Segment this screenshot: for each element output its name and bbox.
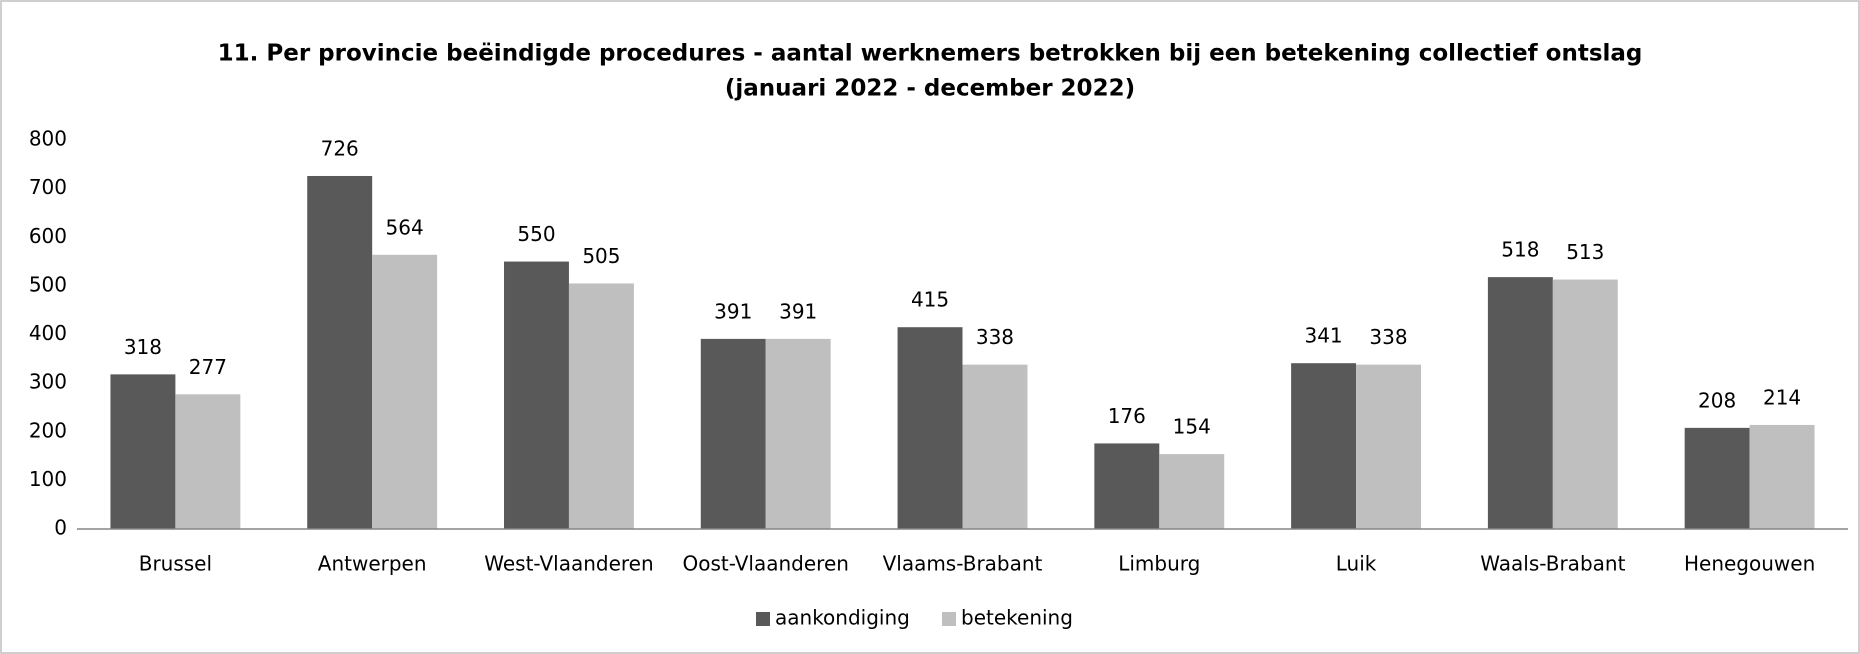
data-label: 338: [976, 325, 1014, 349]
data-label: 415: [911, 288, 949, 312]
bar: [307, 175, 373, 530]
data-label: 513: [1566, 240, 1604, 264]
bar: [1552, 279, 1618, 529]
data-label: 318: [124, 335, 162, 359]
x-tick-label: Waals-Brabant: [1480, 552, 1625, 576]
data-label: 391: [779, 299, 817, 323]
bar: [568, 283, 634, 529]
bar: [897, 327, 963, 529]
bar: [765, 338, 831, 529]
bar: [110, 374, 176, 529]
data-label: 208: [1698, 388, 1736, 412]
data-label: 154: [1173, 415, 1211, 439]
y-tick-label: 300: [29, 370, 67, 394]
x-tick-label: Henegouwen: [1684, 552, 1815, 576]
data-label: 726: [321, 136, 359, 160]
legend-label: betekening: [961, 606, 1073, 630]
y-tick-label: 200: [29, 418, 67, 442]
x-tick-label: Antwerpen: [318, 552, 427, 576]
bar: [175, 394, 241, 529]
legend-swatch: [942, 612, 956, 626]
bar: [962, 364, 1028, 529]
legend-label: aankondiging: [775, 606, 910, 630]
bar: [1487, 277, 1553, 529]
chart-subtitle: (januari 2022 - december 2022): [725, 76, 1135, 102]
x-tick-label: Luik: [1336, 552, 1377, 576]
y-tick-label: 600: [29, 224, 67, 248]
y-tick-label: 700: [29, 175, 67, 199]
data-label: 341: [1304, 324, 1342, 348]
bar: [700, 338, 766, 529]
data-label: 518: [1501, 238, 1539, 262]
bar: [504, 261, 569, 529]
data-label: 214: [1763, 385, 1801, 409]
bar: [372, 254, 438, 529]
data-label: 338: [1369, 325, 1407, 349]
data-label: 277: [189, 355, 227, 379]
bar: [1094, 443, 1160, 529]
x-tick-label: Limburg: [1118, 552, 1200, 576]
data-label: 550: [517, 222, 555, 246]
data-label: 564: [386, 215, 424, 239]
data-label: 505: [582, 244, 620, 268]
bar: [1749, 424, 1815, 529]
legend-swatch: [756, 612, 770, 626]
bar: [1356, 364, 1421, 529]
data-label: 176: [1108, 404, 1146, 428]
data-label: 391: [714, 299, 752, 323]
bar: [1684, 427, 1750, 529]
chart-title: 11. Per provincie beëindigde procedures …: [218, 41, 1643, 67]
x-tick-label: Oost-Vlaanderen: [682, 552, 848, 576]
y-tick-label: 500: [29, 272, 67, 296]
bar: [1159, 454, 1225, 529]
bar: [1291, 363, 1357, 529]
x-tick-label: Vlaams-Brabant: [883, 552, 1043, 576]
y-tick-label: 0: [54, 516, 67, 540]
x-tick-label: West-Vlaanderen: [484, 552, 653, 576]
y-tick-label: 100: [29, 467, 67, 491]
x-tick-label: Brussel: [139, 552, 212, 576]
y-tick-label: 800: [29, 127, 67, 151]
y-tick-label: 400: [29, 321, 67, 345]
